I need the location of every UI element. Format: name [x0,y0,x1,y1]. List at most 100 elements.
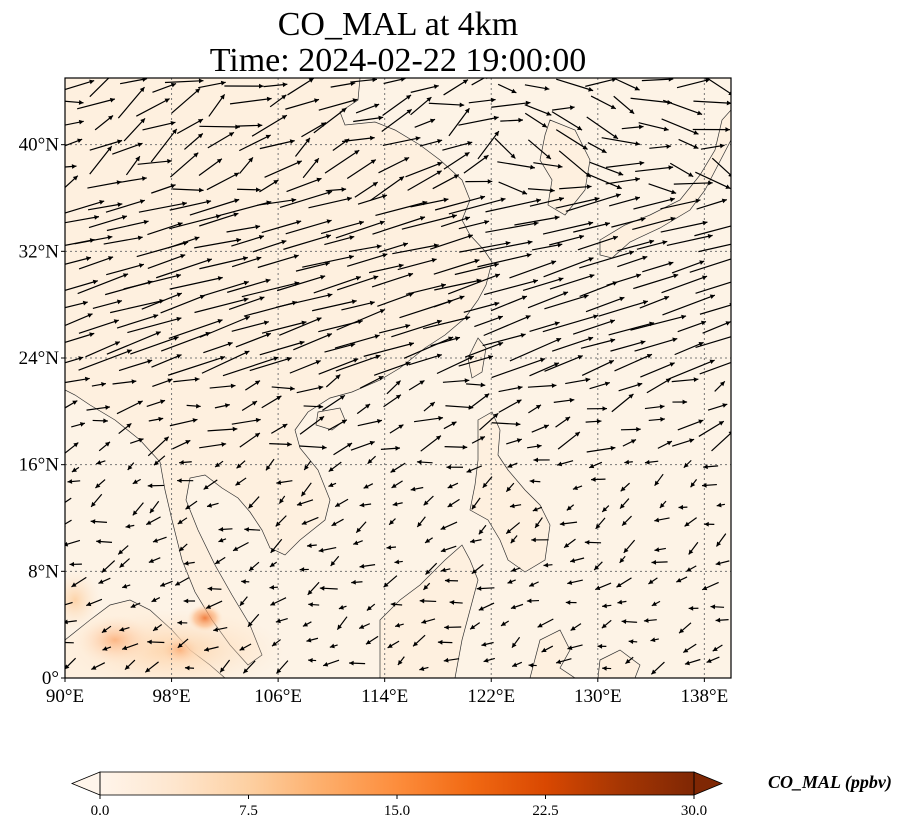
wind-arrow [199,256,248,270]
wind-arrow [529,362,560,377]
wind-arrow [391,319,443,338]
wind-arrow [269,94,287,108]
wind-arrow [388,518,396,526]
wind-arrow [151,354,182,368]
wind-arrow [403,336,454,359]
wind-arrow [101,560,116,573]
wind-arrow [649,144,672,149]
wind-arrow [553,397,575,403]
wind-arrow [366,603,376,611]
colorbar-max-extension [693,771,724,796]
wind-arrow [65,200,105,214]
wind-arrow [428,102,465,108]
wind-arrow [694,225,731,237]
wind-arrow [410,197,449,208]
wind-arrow [440,521,458,530]
wind-arrow [620,426,641,432]
wind-arrow [414,118,436,128]
wind-arrow [244,380,261,391]
wind-arrow [325,374,341,388]
wind-arrow [617,239,655,252]
wind-arrow [608,196,641,207]
wind-arrow [261,320,307,334]
colorbar-tick-label: 0.0 [91,803,110,819]
wind-arrow [490,295,528,312]
wind-arrow [650,637,659,643]
wind-arrow [601,505,610,513]
wind-arrow [587,142,607,154]
wind-arrow [507,579,516,584]
wind-arrow [611,217,646,228]
wind-arrow [105,199,146,213]
wind-arrow [169,276,223,290]
wind-arrow [443,151,470,170]
wind-arrow [602,603,612,609]
wind-arrow [544,294,589,310]
wind-arrow [416,459,433,465]
wind-arrow [408,380,425,391]
wind-arrow [585,78,617,87]
wind-arrow [671,438,695,447]
wind-arrow [236,460,246,469]
wind-arrow [313,107,347,134]
wind-arrow [144,661,159,673]
wind-arrow [397,258,437,271]
wind-arrow [349,660,366,666]
wind-arrow [127,462,135,471]
wind-arrow [65,256,92,265]
wind-arrow [433,258,480,275]
wind-arrow [369,176,405,202]
wind-arrow [331,518,344,527]
wind-arrow [676,576,688,583]
wind-arrow [683,459,692,469]
wind-arrow [621,124,644,130]
wind-arrow [65,313,93,327]
wind-arrow [383,78,406,85]
wind-arrow [567,644,583,651]
wind-arrow [436,355,475,375]
wind-arrow [437,639,453,645]
wind-arrow [654,547,666,552]
lon-tick-label: 98°E [152,686,190,707]
colorbar-tick-label: 15.0 [384,803,410,819]
wind-arrow [306,543,317,548]
wind-arrow [570,557,585,563]
wind-arrow [633,197,675,210]
wind-arrow [715,533,727,547]
wind-arrow [239,432,261,448]
wind-arrow [673,180,713,186]
wind-arrow [524,84,550,91]
wind-arrow [573,221,611,233]
wind-arrow [650,661,665,675]
wind-arrow [185,500,198,510]
wind-arrow [322,394,346,411]
wind-arrow [368,263,404,274]
wind-arrow [491,100,531,108]
wind-arrow [96,460,106,465]
wind-arrow [71,422,86,428]
wind-arrow [138,201,188,213]
figure-title-line1: CO_MAL at 4km [277,6,519,43]
wind-arrow [430,336,461,347]
wind-arrow [585,418,602,424]
wind-arrow [685,565,697,573]
wind-arrow [619,555,626,564]
wind-arrow [526,598,540,604]
wind-arrow [239,134,272,152]
wind-arrow [716,502,726,508]
wind-arrow [347,253,388,267]
wind-arrow [194,237,242,249]
wind-arrow [353,540,363,545]
wind-arrow [359,502,372,508]
wind-arrow [498,181,528,195]
wind-arrow [514,215,560,226]
wind-arrow [695,281,731,294]
wind-arrow [524,104,552,116]
wind-arrow [228,296,265,311]
wind-arrow [65,100,84,105]
wind-arrow [483,657,495,663]
wind-arrow [552,105,575,111]
land-halmahera [597,649,641,678]
wind-arrow [219,659,231,673]
wind-arrow [447,498,460,508]
